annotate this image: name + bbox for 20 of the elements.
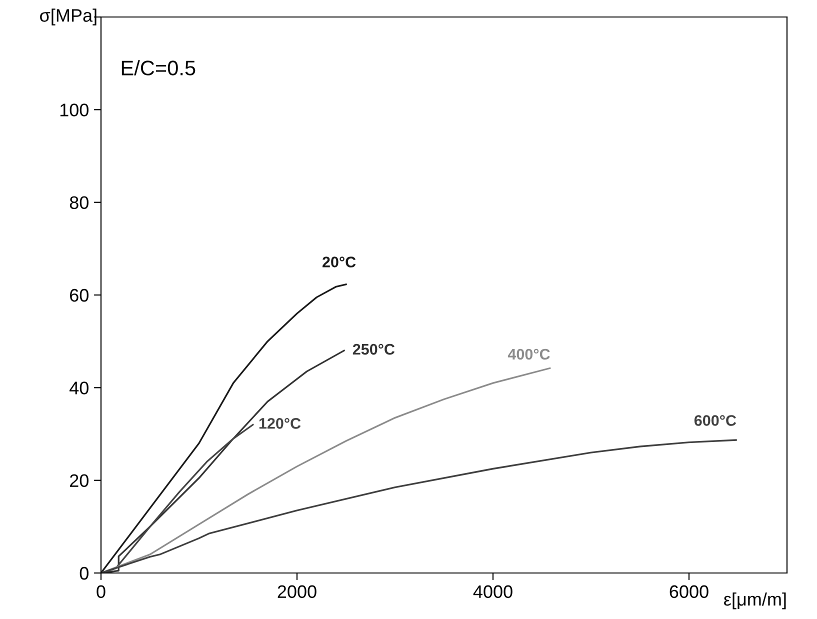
x-tick-label: 2000 [278, 585, 316, 598]
y-tick-label: 40 [70, 382, 88, 394]
series-label: 400°C [508, 348, 550, 360]
y-tick-label: 60 [70, 288, 88, 302]
line-series [101, 284, 347, 573]
x-tick-label: 4000 [473, 585, 512, 598]
line-series [101, 367, 551, 573]
y-tick-label: 100 [60, 104, 88, 116]
x-axis-title: ε[μm/m] [724, 592, 786, 610]
annotation: E/C=0.5 [122, 60, 196, 76]
y-tick-label: 20 [70, 474, 88, 488]
series-label: 600°C [694, 415, 736, 426]
x-tick-label: 0 [96, 585, 106, 598]
series-label: 20°C [322, 256, 356, 268]
y-tick-label: 80 [70, 196, 88, 210]
x-tick-label: 6000 [670, 585, 708, 598]
series-label: 250°C [352, 344, 395, 355]
series-label: 120°C [259, 418, 301, 429]
y-axis-title: σ[MPa] [40, 8, 96, 26]
y-tick-label: 0 [80, 566, 88, 580]
